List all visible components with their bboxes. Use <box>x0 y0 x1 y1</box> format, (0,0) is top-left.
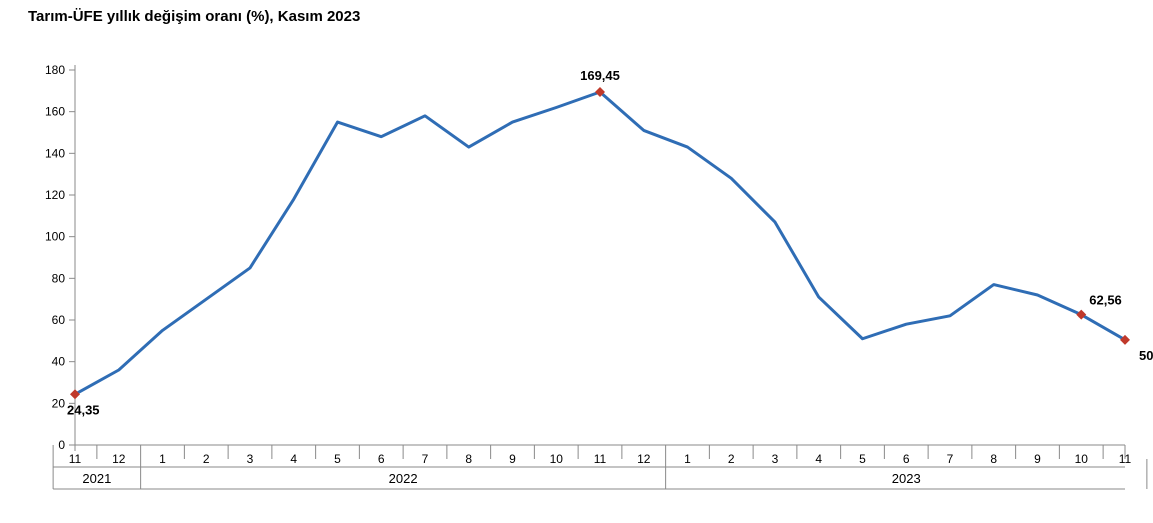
x-tick-label: 4 <box>815 452 822 466</box>
y-tick-label: 0 <box>58 438 65 452</box>
y-tick-label: 120 <box>45 188 65 202</box>
x-tick-label: 5 <box>334 452 341 466</box>
x-tick-label: 3 <box>247 452 254 466</box>
x-tick-label: 6 <box>903 452 910 466</box>
x-tick-label: 8 <box>990 452 997 466</box>
x-tick-label: 4 <box>290 452 297 466</box>
x-tick-label: 8 <box>465 452 472 466</box>
x-tick-label: 11 <box>69 452 82 466</box>
x-tick-label: 11 <box>1119 452 1132 466</box>
x-tick-label: 5 <box>859 452 866 466</box>
y-tick-label: 40 <box>52 355 66 369</box>
x-tick-label: 2 <box>728 452 735 466</box>
x-tick-label: 2 <box>203 452 210 466</box>
x-tick-label: 1 <box>684 452 691 466</box>
y-tick-label: 20 <box>52 396 66 410</box>
x-year-label: 2022 <box>389 471 418 486</box>
highlight-label: 169,45 <box>580 68 620 83</box>
series-line <box>75 92 1125 394</box>
x-year-label: 2023 <box>892 471 921 486</box>
x-tick-label: 10 <box>1075 452 1089 466</box>
y-tick-label: 140 <box>45 146 65 160</box>
y-tick-label: 160 <box>45 105 65 119</box>
x-tick-label: 12 <box>637 452 651 466</box>
x-tick-label: 9 <box>1034 452 1041 466</box>
x-tick-label: 9 <box>509 452 516 466</box>
highlight-label: 24,35 <box>67 402 100 417</box>
highlight-label: 62,56 <box>1089 293 1122 308</box>
x-tick-label: 10 <box>550 452 564 466</box>
x-tick-label: 6 <box>378 452 385 466</box>
highlight-label: 50,47 <box>1139 348 1153 363</box>
x-tick-label: 7 <box>422 452 429 466</box>
x-tick-label: 1 <box>159 452 166 466</box>
x-tick-label: 11 <box>594 452 607 466</box>
x-tick-label: 7 <box>947 452 954 466</box>
y-tick-label: 100 <box>45 230 65 244</box>
y-tick-label: 180 <box>45 63 65 77</box>
x-tick-label: 3 <box>772 452 779 466</box>
x-year-label: 2021 <box>82 471 111 486</box>
line-chart: 0204060801001201401601801112123456789101… <box>0 0 1153 523</box>
y-tick-label: 60 <box>52 313 66 327</box>
chart-title: Tarım-ÜFE yıllık değişim oranı (%), Kası… <box>28 8 360 25</box>
y-tick-label: 80 <box>52 271 66 285</box>
x-tick-label: 12 <box>112 452 126 466</box>
